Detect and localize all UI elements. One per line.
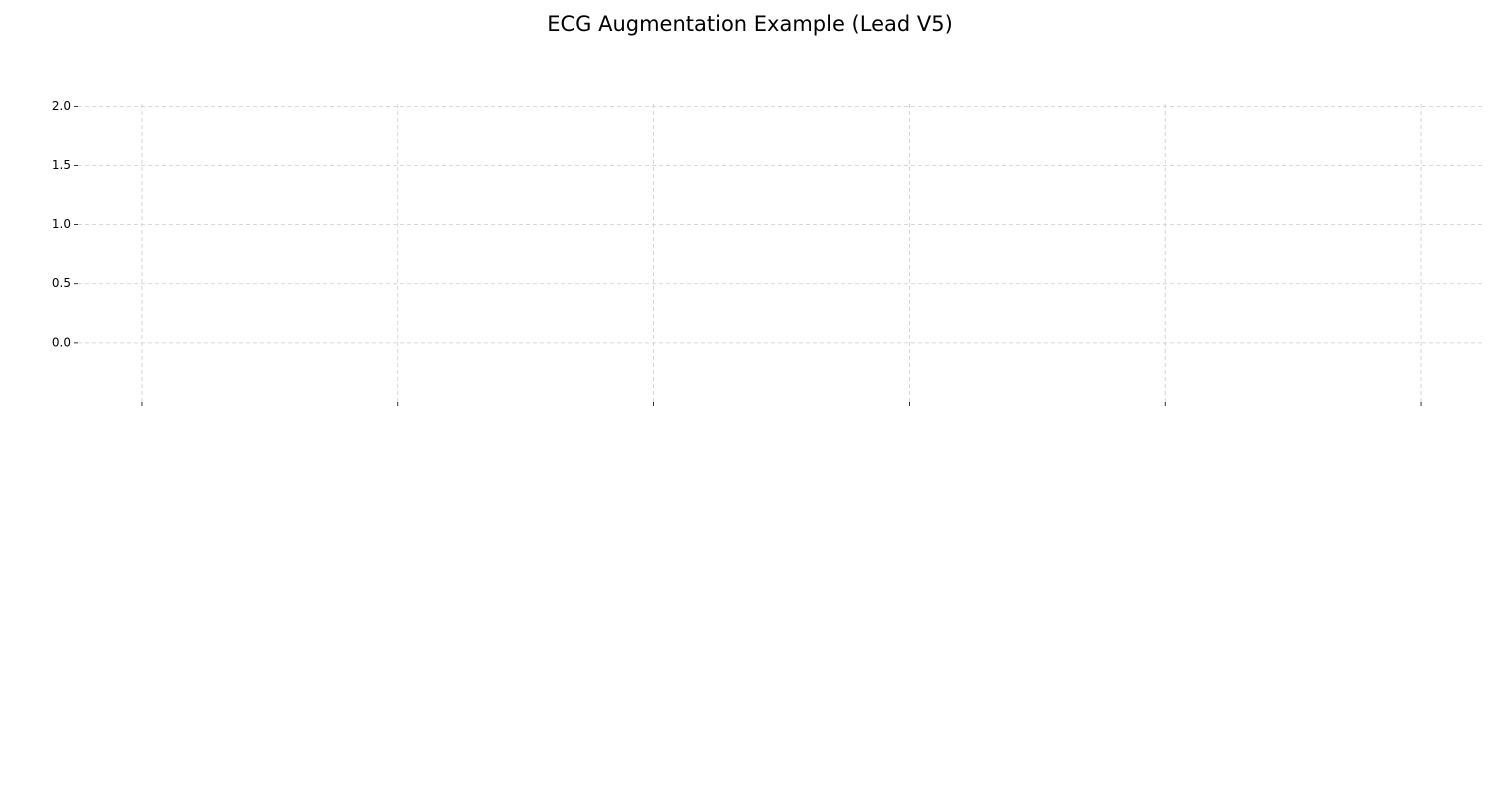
y-tick-label: 0.0 [52,335,71,349]
y-tick-label: 2.0 [52,99,71,113]
y-tick-label: 0.5 [52,276,71,290]
figure-title: ECG Augmentation Example (Lead V5) [547,12,953,36]
subplot: 0.0 0.5 1.0 1.5 2.0 [52,99,1485,406]
y-tick-label: 1.0 [52,217,71,231]
y-tick-label: 1.5 [52,158,71,172]
